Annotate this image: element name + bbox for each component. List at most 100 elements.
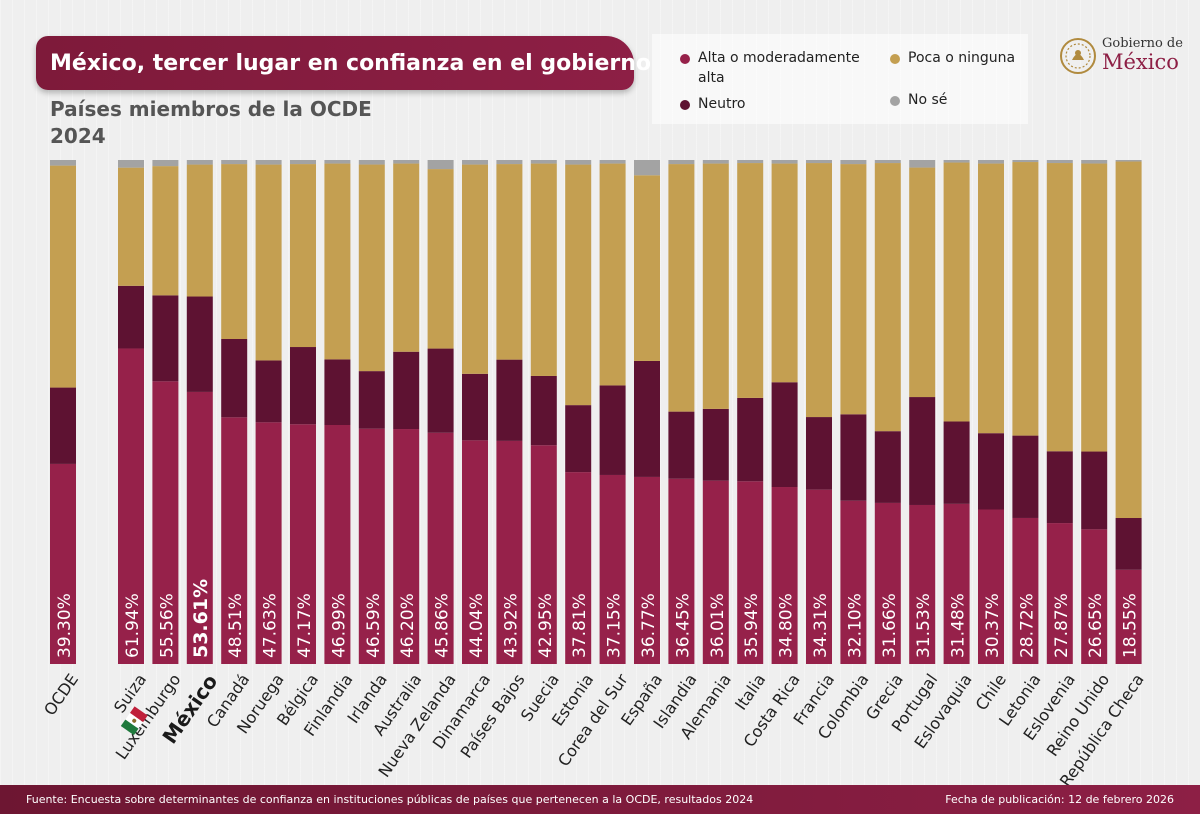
bar-segment-alta-luxemburgo	[152, 381, 179, 664]
bar-segment-nose-costa-rica	[771, 160, 798, 164]
bar-segment-nose-eslovaquia	[943, 160, 970, 163]
bar-segment-neutro-república-checa	[1115, 518, 1142, 570]
bar-segment-neutro-alemania	[702, 408, 729, 481]
bar-segment-nose-eslovenia	[1046, 160, 1073, 164]
value-label-grecia: 31.66%	[880, 593, 900, 658]
bar-segment-alta-eslovenia	[1046, 523, 1073, 664]
bar-segment-neutro-francia	[806, 417, 832, 490]
bar-segment-neutro-reino-unido	[1081, 451, 1108, 530]
legend-label-nose: No sé	[908, 92, 948, 108]
bar-segment-poca-corea-del-sur	[599, 163, 626, 386]
bar-segment-alta-irlanda	[358, 428, 385, 664]
bar-segment-neutro-españa	[634, 360, 660, 477]
bar-segment-alta-españa	[634, 476, 660, 664]
bar-segment-nose-corea-del-sur	[599, 160, 626, 164]
bar-segment-neutro-costa-rica	[771, 382, 798, 488]
bar-segment-neutro-noruega	[255, 360, 282, 423]
value-label-estonia: 37.81%	[570, 593, 590, 658]
bar-segment-poca-finlandia	[324, 163, 351, 360]
bar-segment-alta-costa-rica	[771, 487, 798, 664]
bar-segment-neutro-canadá	[221, 339, 248, 418]
bar-segment-neutro-chile	[978, 433, 1004, 510]
value-label-irlanda: 46.59%	[364, 593, 384, 658]
bar-segment-alta-república-checa	[1115, 569, 1142, 664]
bar-segment-poca-italia	[737, 163, 764, 398]
bar-segment-poca-reino-unido	[1081, 163, 1108, 452]
bar-segment-alta-corea-del-sur	[599, 474, 626, 664]
bar-segment-alta-australia	[393, 429, 420, 664]
value-label-australia: 46.20%	[398, 593, 418, 658]
chart-title: México, tercer lugar en confianza en el …	[50, 50, 652, 76]
bar-segment-poca-costa-rica	[771, 163, 798, 383]
bar-segment-nose-islandia	[668, 160, 695, 165]
bar-segment-poca-irlanda	[358, 164, 385, 372]
value-label-bélgica: 47.17%	[295, 593, 315, 658]
bar-segment-poca-bélgica	[290, 164, 316, 348]
value-label-méxico: 53.61%	[190, 579, 212, 658]
bar-segment-nose-nueva-zelanda	[427, 160, 454, 170]
bar-segment-neutro-letonia	[1012, 435, 1039, 518]
value-label-república-checa: 18.55%	[1121, 593, 1141, 658]
bar-segment-alta-noruega	[255, 422, 282, 664]
bar-segment-nose-suiza	[118, 160, 144, 168]
bar-segment-neutro-grecia	[874, 431, 901, 503]
value-label-eslovenia: 27.87%	[1052, 593, 1072, 658]
value-label-francia: 34.31%	[811, 593, 831, 658]
bar-segment-neutro-eslovenia	[1046, 451, 1073, 524]
bar-segment-alta-suiza	[118, 348, 144, 664]
flag-stripe-green	[120, 719, 139, 736]
value-label-islandia: 36.45%	[673, 593, 693, 658]
bar-segment-alta-grecia	[874, 502, 901, 664]
logo-text-line1: Gobierno de	[1102, 36, 1183, 51]
bar-segment-alta-países-bajos	[496, 440, 523, 664]
bar-segment-neutro-finlandia	[324, 359, 351, 425]
bar-segment-neutro-italia	[737, 397, 764, 482]
bar-segment-nose-bélgica	[290, 160, 316, 165]
bar-segment-poca-luxemburgo	[152, 166, 179, 296]
bar-segment-neutro-australia	[393, 351, 420, 430]
bar-segment-nose-dinamarca	[462, 160, 488, 165]
bar-segment-poca-estonia	[565, 164, 592, 406]
bar-segment-poca-españa	[634, 175, 660, 361]
bar-segment-poca-grecia	[874, 163, 901, 432]
value-label-suiza: 61.94%	[123, 593, 143, 658]
bar-segment-nose-alemania	[702, 160, 729, 164]
legend-dot-alta	[680, 54, 690, 64]
legend-label-poca: Poca o ninguna	[908, 50, 1016, 66]
bar-segment-alta-letonia	[1012, 517, 1039, 664]
bar-segment-nose-colombia	[840, 160, 867, 165]
bar-segment-neutro-portugal	[909, 397, 936, 505]
value-label-italia: 35.94%	[742, 593, 762, 658]
value-label-portugal: 31.53%	[914, 593, 934, 658]
bar-segment-poca-países-bajos	[496, 164, 523, 360]
value-label-luxemburgo: 55.56%	[157, 593, 177, 658]
bar-segment-nose-italia	[737, 160, 764, 164]
bar-segment-neutro-ocde	[50, 387, 76, 464]
value-label-canadá: 48.51%	[226, 593, 246, 658]
value-label-alemania: 36.01%	[708, 593, 728, 658]
bar-segment-nose-finlandia	[324, 160, 351, 164]
bar-segment-alta-finlandia	[324, 424, 351, 664]
legend-dot-neutro	[680, 100, 690, 110]
bar-segment-nose-reino-unido	[1081, 160, 1108, 164]
value-label-eslovaquia: 31.48%	[949, 593, 969, 658]
bar-segment-alta-eslovaquia	[943, 503, 970, 664]
bar-segment-poca-suiza	[118, 167, 144, 286]
bar-segment-poca-eslovaquia	[943, 162, 970, 422]
value-label-chile: 30.37%	[983, 593, 1003, 658]
bar-segment-nose-españa	[634, 160, 660, 176]
bar-segment-poca-colombia	[840, 164, 867, 415]
bar-segment-poca-dinamarca	[462, 164, 488, 374]
value-label-finlandia: 46.99%	[329, 593, 349, 658]
bar-segment-nose-estonia	[565, 160, 592, 165]
bar-segment-neutro-colombia	[840, 414, 867, 501]
bar-segment-nose-países-bajos	[496, 160, 523, 165]
flag-stripe-red	[129, 706, 148, 723]
chart-title-banner: México, tercer lugar en confianza en el …	[36, 36, 651, 90]
bar-segment-neutro-méxico	[186, 296, 213, 392]
bar-segment-nose-canadá	[221, 160, 248, 165]
stacked-bar-chart: 39.30%OCDE61.94%Suiza55.56%Luxemburgo53.…	[40, 160, 1148, 785]
bar-segment-alta-colombia	[840, 500, 867, 664]
bar-segment-neutro-bélgica	[290, 347, 316, 425]
bar-segment-neutro-suiza	[118, 285, 144, 349]
